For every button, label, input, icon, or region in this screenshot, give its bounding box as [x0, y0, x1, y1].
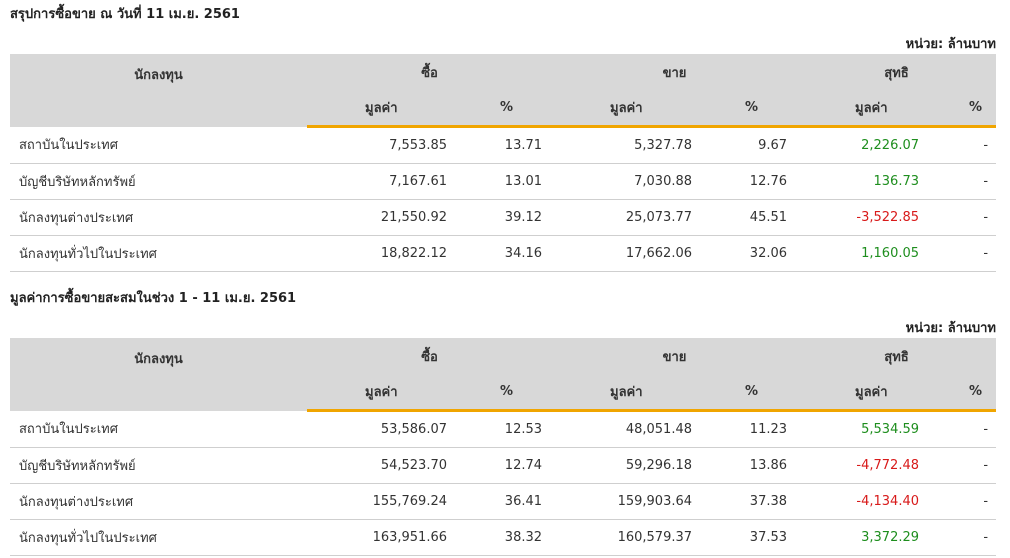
- net-percent-cell: -: [929, 483, 997, 520]
- buy-value-cell: 7,167.61: [307, 163, 457, 200]
- sell-value-cell: 159,903.64: [552, 483, 703, 520]
- cumulative-summary-section: มูลค่าการซื้อขายสะสมในช่วง 1 - 11 เม.ย. …: [10, 289, 997, 556]
- sell-value-cell: 48,051.48: [552, 410, 703, 448]
- header-buy-value: มูลค่า: [307, 90, 457, 128]
- buy-percent-cell: 34.16: [457, 235, 553, 272]
- header-sell-percent: %: [702, 90, 798, 128]
- header-net: สุทธิ: [797, 54, 997, 90]
- buy-value-cell: 7,553.85: [307, 126, 457, 164]
- sell-percent-cell: 32.06: [702, 235, 798, 272]
- sell-value-cell: 5,327.78: [552, 126, 703, 164]
- table-row: สถาบันในประเทศ 7,553.85 13.71 5,327.78 9.67 2…: [10, 126, 997, 164]
- section-title: สรุปการซื้อขาย ณ วันที่ 11 เม.ย. 2561: [10, 7, 240, 22]
- buy-percent-cell: 13.71: [457, 126, 553, 164]
- table-row: นักลงทุนต่างประเทศ 21,550.92 39.12 25,073.7…: [10, 199, 997, 236]
- sell-percent-cell: 12.76: [702, 163, 798, 200]
- net-percent-cell: -: [929, 126, 997, 164]
- sell-percent-cell: 9.67: [702, 126, 798, 164]
- sell-percent-cell: 13.86: [702, 447, 798, 484]
- buy-value-cell: 21,550.92: [307, 199, 457, 236]
- sell-percent-cell: 37.53: [702, 519, 798, 556]
- section-title: มูลค่าการซื้อขายสะสมในช่วง 1 - 11 เม.ย. …: [10, 291, 297, 306]
- investor-name-cell: บัญชีบริษัทหลักทรัพย์: [10, 447, 307, 484]
- buy-value-cell: 155,769.24: [307, 483, 457, 520]
- daily-summary-section: สรุปการซื้อขาย ณ วันที่ 11 เม.ย. 2561 หน…: [10, 5, 997, 272]
- net-value-cell: -4,134.40: [797, 483, 930, 520]
- net-value-cell: -3,522.85: [797, 199, 930, 236]
- buy-percent-cell: 36.41: [457, 483, 553, 520]
- sell-value-cell: 17,662.06: [552, 235, 703, 272]
- investor-name-cell: สถาบันในประเทศ: [10, 126, 307, 164]
- sell-value-cell: 7,030.88: [552, 163, 703, 200]
- header-net-percent: %: [929, 374, 997, 412]
- net-percent-cell: -: [929, 410, 997, 448]
- buy-percent-cell: 39.12: [457, 199, 553, 236]
- table-row: บัญชีบริษัทหลักทรัพย์ 54,523.70 12.74 59,29…: [10, 447, 997, 484]
- net-value-cell: 5,534.59: [797, 410, 930, 448]
- header-sell: ขาย: [552, 54, 798, 90]
- net-value-cell: 136.73: [797, 163, 930, 200]
- buy-percent-cell: 12.53: [457, 410, 553, 448]
- sell-value-cell: 25,073.77: [552, 199, 703, 236]
- table-row: สถาบันในประเทศ 53,586.07 12.53 48,051.48 11.…: [10, 410, 997, 448]
- header-buy: ซื้อ: [307, 54, 553, 90]
- cumulative-summary-table: นักลงทุน ซื้อ ขาย สุทธิ มูลค่า % มูลค่า …: [10, 338, 997, 556]
- sell-percent-cell: 37.38: [702, 483, 798, 520]
- table-row: นักลงทุนทั่วไปในประเทศ 18,822.12 34.16 17,6…: [10, 235, 997, 272]
- header-net-value: มูลค่า: [797, 374, 930, 412]
- header-sell: ขาย: [552, 338, 798, 374]
- investor-name-cell: นักลงทุนต่างประเทศ: [10, 483, 307, 520]
- table-row: นักลงทุนต่างประเทศ 155,769.24 36.41 159,903…: [10, 483, 997, 520]
- header-buy-percent: %: [457, 90, 553, 128]
- sell-value-cell: 59,296.18: [552, 447, 703, 484]
- unit-label: หน่วย: ล้านบาท: [905, 321, 996, 336]
- header-net: สุทธิ: [797, 338, 997, 374]
- investor-name-cell: นักลงทุนทั่วไปในประเทศ: [10, 519, 307, 556]
- net-percent-cell: -: [929, 163, 997, 200]
- investor-name-cell: นักลงทุนต่างประเทศ: [10, 199, 307, 236]
- header-buy-value: มูลค่า: [307, 374, 457, 412]
- investor-name-cell: สถาบันในประเทศ: [10, 410, 307, 448]
- buy-value-cell: 53,586.07: [307, 410, 457, 448]
- header-net-value: มูลค่า: [797, 90, 930, 128]
- net-value-cell: -4,772.48: [797, 447, 930, 484]
- header-sell-percent: %: [702, 374, 798, 412]
- table-row: บัญชีบริษัทหลักทรัพย์ 7,167.61 13.01 7,030.…: [10, 163, 997, 200]
- header-sell-value: มูลค่า: [552, 90, 703, 128]
- net-percent-cell: -: [929, 447, 997, 484]
- investor-name-cell: นักลงทุนทั่วไปในประเทศ: [10, 235, 307, 272]
- header-investor: นักลงทุน: [10, 338, 307, 411]
- net-value-cell: 1,160.05: [797, 235, 930, 272]
- header-buy: ซื้อ: [307, 338, 553, 374]
- investor-name-cell: บัญชีบริษัทหลักทรัพย์: [10, 163, 307, 200]
- net-value-cell: 2,226.07: [797, 126, 930, 164]
- buy-value-cell: 18,822.12: [307, 235, 457, 272]
- net-percent-cell: -: [929, 235, 997, 272]
- buy-percent-cell: 13.01: [457, 163, 553, 200]
- buy-value-cell: 163,951.66: [307, 519, 457, 556]
- sell-percent-cell: 45.51: [702, 199, 798, 236]
- net-percent-cell: -: [929, 519, 997, 556]
- net-percent-cell: -: [929, 199, 997, 236]
- buy-value-cell: 54,523.70: [307, 447, 457, 484]
- header-sell-value: มูลค่า: [552, 374, 703, 412]
- header-net-percent: %: [929, 90, 997, 128]
- table-row: นักลงทุนทั่วไปในประเทศ 163,951.66 38.32 160…: [10, 519, 997, 556]
- net-value-cell: 3,372.29: [797, 519, 930, 556]
- daily-summary-table: นักลงทุน ซื้อ ขาย สุทธิ มูลค่า % มูลค่า …: [10, 54, 997, 272]
- buy-percent-cell: 38.32: [457, 519, 553, 556]
- buy-percent-cell: 12.74: [457, 447, 553, 484]
- sell-value-cell: 160,579.37: [552, 519, 703, 556]
- header-investor: นักลงทุน: [10, 54, 307, 127]
- sell-percent-cell: 11.23: [702, 410, 798, 448]
- header-buy-percent: %: [457, 374, 553, 412]
- unit-label: หน่วย: ล้านบาท: [905, 37, 996, 52]
